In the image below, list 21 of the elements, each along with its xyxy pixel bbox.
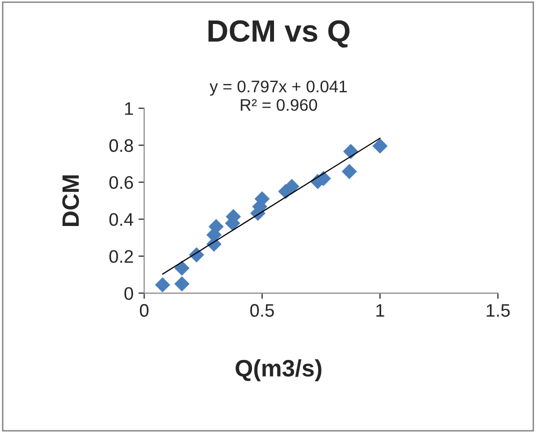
y-axis-title: DCM bbox=[62, 175, 80, 226]
point bbox=[174, 260, 190, 276]
x-tick-label: 1 bbox=[376, 304, 384, 317]
y-tick-label: 1 bbox=[125, 102, 133, 115]
point bbox=[372, 138, 388, 154]
y-tick-label: 0 bbox=[124, 287, 134, 300]
x-tick-label: 0 bbox=[140, 304, 148, 317]
text: y = 0.797x + 0.041 bbox=[210, 80, 347, 96]
point bbox=[342, 164, 357, 180]
y-tick-label: 0.2 bbox=[109, 250, 133, 263]
annotation: R² = 0.960 bbox=[240, 99, 318, 111]
point bbox=[284, 178, 300, 194]
x-tick-label: 1.5 bbox=[486, 304, 510, 317]
point bbox=[174, 276, 190, 292]
y-tick-label: 0.6 bbox=[109, 176, 133, 189]
point bbox=[154, 277, 170, 292]
y-tick-label: 0.4 bbox=[109, 213, 134, 226]
y-tick-label: 0.8 bbox=[109, 139, 133, 152]
x-axis-title: Q(m3/s) bbox=[236, 359, 322, 382]
chart-title: DCM vs Q bbox=[208, 20, 350, 48]
x-tick-label: 0.5 bbox=[250, 304, 274, 317]
